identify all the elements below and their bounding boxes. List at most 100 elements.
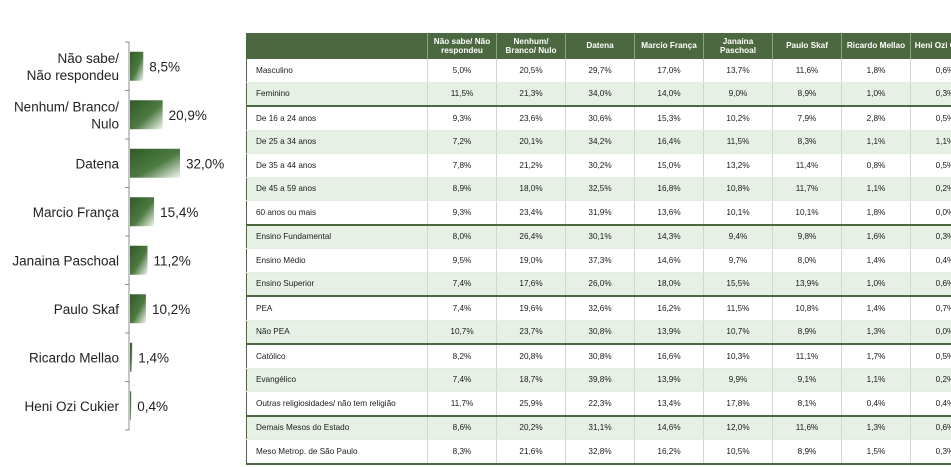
table-cell: 23,6%: [496, 105, 566, 131]
bar: [130, 342, 133, 372]
table-row: De 35 a 44 anos 7,8% 21,2% 30,2% 15,0% 13,2% 1…: [246, 153, 951, 178]
table-cell: 16,4%: [634, 130, 704, 154]
table-cell: 21,3%: [496, 82, 566, 107]
table-cell: 26,0%: [565, 272, 635, 297]
table-cell: 32,6%: [565, 295, 635, 321]
category-label: Datena: [75, 156, 119, 171]
bar: [130, 197, 155, 227]
column-header: Datena: [565, 33, 635, 59]
table-cell: 11,5%: [703, 130, 773, 154]
table-cell: 0,3%: [910, 82, 951, 107]
table-cell: 10,7%: [427, 320, 497, 345]
table-cell: 13,9%: [634, 368, 704, 392]
table-cell: 34,0%: [565, 82, 635, 107]
row-label: Ensino Superior: [246, 272, 428, 297]
table-cell: 2,8%: [841, 105, 911, 131]
table-cell: 21,6%: [496, 439, 566, 465]
table-cell: 34,2%: [565, 130, 635, 154]
table-cell: 11,5%: [703, 295, 773, 321]
bar-value-label: 32,0%: [186, 156, 224, 171]
bar-value-label: 1,4%: [138, 350, 169, 365]
table-cell: 29,7%: [565, 59, 635, 83]
table-cell: 17,0%: [634, 59, 704, 83]
column-header: Não sabe/ Não respondeu: [427, 33, 497, 59]
table-cell: 0,5%: [910, 153, 951, 178]
table-cell: 18,0%: [634, 272, 704, 297]
table-cell: 18,7%: [496, 368, 566, 392]
bar: [130, 51, 144, 81]
table-cell: 0,6%: [910, 414, 951, 440]
row-label: Católico: [246, 343, 428, 369]
table-cell: 16,6%: [634, 343, 704, 369]
row-label: De 35 a 44 anos: [246, 153, 428, 178]
table-cell: 9,1%: [772, 368, 842, 392]
bar-chart: 8,5% Não sabe/Não respondeu 20,9% Nenhum/ B…: [12, 41, 224, 431]
table-cell: 7,4%: [427, 295, 497, 321]
bar: [130, 148, 180, 178]
table-cell: 0,2%: [910, 368, 951, 392]
table-cell: 0,3%: [910, 439, 951, 465]
table-cell: 30,2%: [565, 153, 635, 178]
table-cell: 1,7%: [841, 343, 911, 369]
table-cell: 21,2%: [496, 153, 566, 178]
row-label: De 16 a 24 anos: [246, 105, 428, 131]
table-row: Feminino 11,5% 21,3% 34,0% 14,0% 9,0% 8,9% 1,0%…: [246, 82, 951, 107]
table-cell: 0,5%: [910, 343, 951, 369]
table-cell: 10,1%: [772, 200, 842, 225]
row-label: Meso Metrop. de São Paulo: [246, 439, 428, 465]
category-label: Marcio França: [33, 205, 120, 220]
table-cell: 8,3%: [772, 130, 842, 154]
table-cell: 16,2%: [634, 439, 704, 465]
table-cell: 1,4%: [841, 295, 911, 321]
table-cell: 0,2%: [910, 177, 951, 201]
table-cell: 13,2%: [703, 153, 773, 178]
bar: [130, 294, 146, 324]
table-cell: 32,8%: [565, 439, 635, 465]
table-cell: 30,8%: [565, 343, 635, 369]
table-cell: 1,4%: [841, 248, 911, 273]
category-axis: [125, 41, 130, 431]
table-cell: 9,9%: [703, 368, 773, 392]
table-cell: 0,6%: [910, 59, 951, 83]
table-cell: 7,2%: [427, 130, 497, 154]
table-cell: 25,9%: [496, 391, 566, 416]
row-label: Ensino Médio: [246, 248, 428, 273]
table-cell: 22,3%: [565, 391, 635, 416]
table-cell: 11,4%: [772, 153, 842, 178]
table-row: Ensino Médio 9,5% 19,0% 37,3% 14,6% 9,7% 8,0% 1…: [246, 248, 951, 273]
column-header: Janaina Paschoal: [703, 33, 773, 59]
table-row: 60 anos ou mais 9,3% 23,4% 31,9% 13,6% 10,1% 1…: [246, 200, 951, 225]
table-cell: 1,1%: [910, 130, 951, 154]
bar-value-label: 0,4%: [137, 399, 168, 414]
table-cell: 7,4%: [427, 272, 497, 297]
row-label: Feminino: [246, 82, 428, 107]
table-cell: 0,6%: [910, 272, 951, 297]
table-cell: 7,8%: [427, 153, 497, 178]
table-cell: 0,0%: [910, 320, 951, 345]
bar-value-label: 10,2%: [152, 302, 190, 317]
table-cell: 11,7%: [427, 391, 497, 416]
table-cell: 18,0%: [496, 177, 566, 201]
row-label: 60 anos ou mais: [246, 200, 428, 225]
table-row: Ensino Superior 7,4% 17,6% 26,0% 18,0% 15,5% 1…: [246, 272, 951, 297]
table-cell: 0,7%: [910, 295, 951, 321]
table-cell: 1,1%: [841, 368, 911, 392]
table-cell: 37,3%: [565, 248, 635, 273]
table-cell: 11,6%: [772, 414, 842, 440]
table-cell: 19,0%: [496, 248, 566, 273]
table-cell: 10,2%: [703, 105, 773, 131]
row-label: Outras religiosidades/ não tem religião: [246, 391, 428, 416]
table-cell: 13,9%: [634, 320, 704, 345]
table-cell: 23,7%: [496, 320, 566, 345]
column-header: Paulo Skaf: [772, 33, 842, 59]
table-cell: 8,6%: [427, 414, 497, 440]
table-cell: 8,9%: [772, 439, 842, 465]
row-label: Não PEA: [246, 320, 428, 345]
category-label: Paulo Skaf: [54, 302, 120, 317]
table-cell: 9,3%: [427, 105, 497, 131]
table-cell: 20,1%: [496, 130, 566, 154]
table-cell: 8,1%: [772, 391, 842, 416]
table-cell: 0,8%: [841, 153, 911, 178]
row-label: De 45 a 59 anos: [246, 177, 428, 201]
